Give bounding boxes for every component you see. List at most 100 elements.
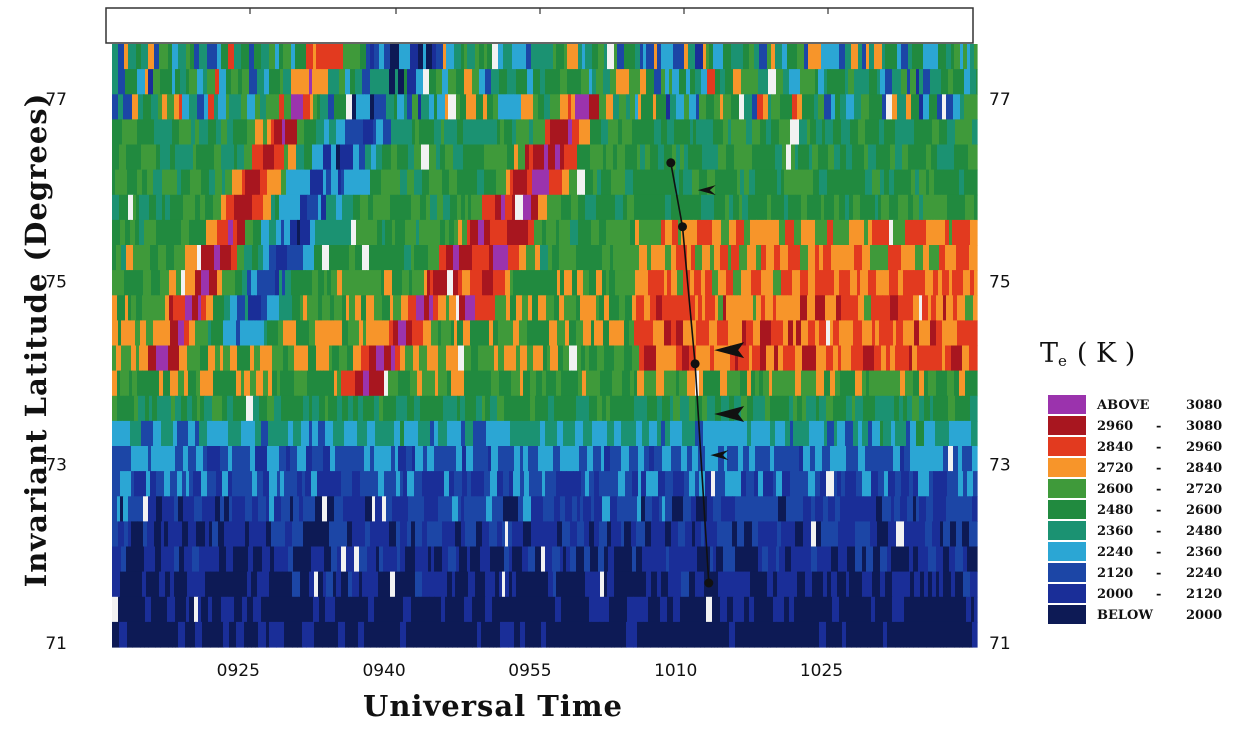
heatmap-cell xyxy=(619,345,625,372)
heatmap-cell xyxy=(115,169,124,196)
heatmap-cell xyxy=(120,219,126,246)
heatmap-cell xyxy=(758,546,763,573)
heatmap-cell xyxy=(724,420,733,447)
heatmap-cell xyxy=(531,521,535,548)
heatmap-cell xyxy=(194,596,199,623)
heatmap-cell xyxy=(222,169,226,196)
heatmap-cell xyxy=(556,44,565,70)
heatmap-cell xyxy=(564,245,569,271)
heatmap-cell xyxy=(148,496,157,522)
heatmap-cell xyxy=(378,471,385,497)
heatmap-cell xyxy=(331,144,337,171)
heatmap-cell xyxy=(800,496,804,522)
heatmap-cell xyxy=(798,169,807,196)
heatmap-cell xyxy=(492,420,497,447)
heatmap-cell xyxy=(512,44,520,70)
heatmap-cell xyxy=(621,521,625,548)
heatmap-cell xyxy=(391,119,400,146)
heatmap-cell xyxy=(283,69,292,95)
heatmap-cell xyxy=(434,420,439,447)
heatmap-cell xyxy=(348,370,356,397)
heatmap-cell xyxy=(880,69,886,95)
heatmap-cell xyxy=(235,270,243,296)
heatmap-cell xyxy=(707,395,716,422)
heatmap-cell xyxy=(775,496,779,522)
heatmap-cell xyxy=(266,94,275,120)
heatmap-cell xyxy=(728,571,737,598)
heatmap-cell xyxy=(458,345,465,372)
heatmap-cell xyxy=(284,219,291,246)
heatmap-cell xyxy=(319,596,326,623)
heatmap-cell xyxy=(633,621,638,648)
heatmap-cell xyxy=(784,194,789,221)
heatmap-cell xyxy=(754,44,760,70)
heatmap-cell xyxy=(671,270,678,296)
heatmap-cell xyxy=(664,370,673,397)
heatmap-cell xyxy=(217,44,222,70)
heatmap-cell xyxy=(617,169,626,196)
heatmap-cell xyxy=(788,245,793,271)
heatmap-cell xyxy=(602,270,607,296)
heatmap-cell xyxy=(810,119,817,146)
heatmap-cell xyxy=(793,420,798,447)
heatmap-cell xyxy=(849,169,855,196)
heatmap-cell xyxy=(297,270,306,296)
heatmap-cell xyxy=(193,471,202,497)
x-tick-label: 0940 xyxy=(362,661,405,681)
heatmap-cell xyxy=(206,219,211,246)
heatmap-cell xyxy=(317,94,321,120)
heatmap-cell xyxy=(346,194,354,221)
heatmap-cell xyxy=(470,446,474,472)
heatmap-cell xyxy=(323,169,327,196)
heatmap-cell xyxy=(448,320,452,347)
heatmap-cell xyxy=(757,345,761,372)
heatmap-cell xyxy=(329,194,337,221)
heatmap-cell xyxy=(937,94,943,120)
heatmap-cell xyxy=(942,94,947,120)
heatmap-cell xyxy=(923,94,930,120)
heatmap-cell xyxy=(198,496,203,522)
heatmap-cell xyxy=(724,395,730,422)
heatmap-cell xyxy=(924,571,929,598)
heatmap-cell xyxy=(154,596,160,623)
heatmap-cell xyxy=(269,496,275,522)
heatmap-cell xyxy=(342,119,346,146)
heatmap-cell xyxy=(849,596,853,623)
heatmap-cell xyxy=(408,144,415,171)
heatmap-cell xyxy=(479,370,488,397)
heatmap-cell xyxy=(577,521,585,548)
heatmap-cell xyxy=(382,621,386,648)
heatmap-cell xyxy=(680,245,688,271)
heatmap-cell xyxy=(622,571,629,598)
heatmap-cell xyxy=(585,345,590,372)
heatmap-cell xyxy=(926,471,930,497)
heatmap-cell xyxy=(783,119,791,146)
heatmap-cell xyxy=(824,420,828,447)
heatmap-cell xyxy=(128,496,136,522)
heatmap-cell xyxy=(374,395,380,422)
heatmap-cell xyxy=(739,94,745,120)
heatmap-cell xyxy=(287,245,296,271)
heatmap-cell xyxy=(584,546,591,573)
heatmap-cell xyxy=(840,496,844,522)
heatmap-cell xyxy=(599,621,605,648)
heatmap-cell xyxy=(957,295,966,321)
heatmap-cell xyxy=(271,119,275,146)
heatmap-cell xyxy=(245,295,249,321)
heatmap-cell xyxy=(319,144,324,171)
heatmap-cell xyxy=(585,471,590,497)
heatmap-cell xyxy=(710,546,714,573)
heatmap-cell xyxy=(846,295,851,321)
heatmap-cell xyxy=(285,119,290,146)
heatmap-cell xyxy=(935,446,944,472)
heatmap-cell xyxy=(422,119,428,146)
heatmap-cell xyxy=(232,571,241,598)
heatmap-cell xyxy=(885,446,894,472)
heatmap-cell xyxy=(973,471,978,497)
heatmap-cell xyxy=(599,471,608,497)
heatmap-cell xyxy=(614,546,620,573)
heatmap-cell xyxy=(772,144,776,171)
heatmap-cell xyxy=(434,219,441,246)
heatmap-cell xyxy=(662,621,666,648)
heatmap-cell xyxy=(839,44,846,70)
